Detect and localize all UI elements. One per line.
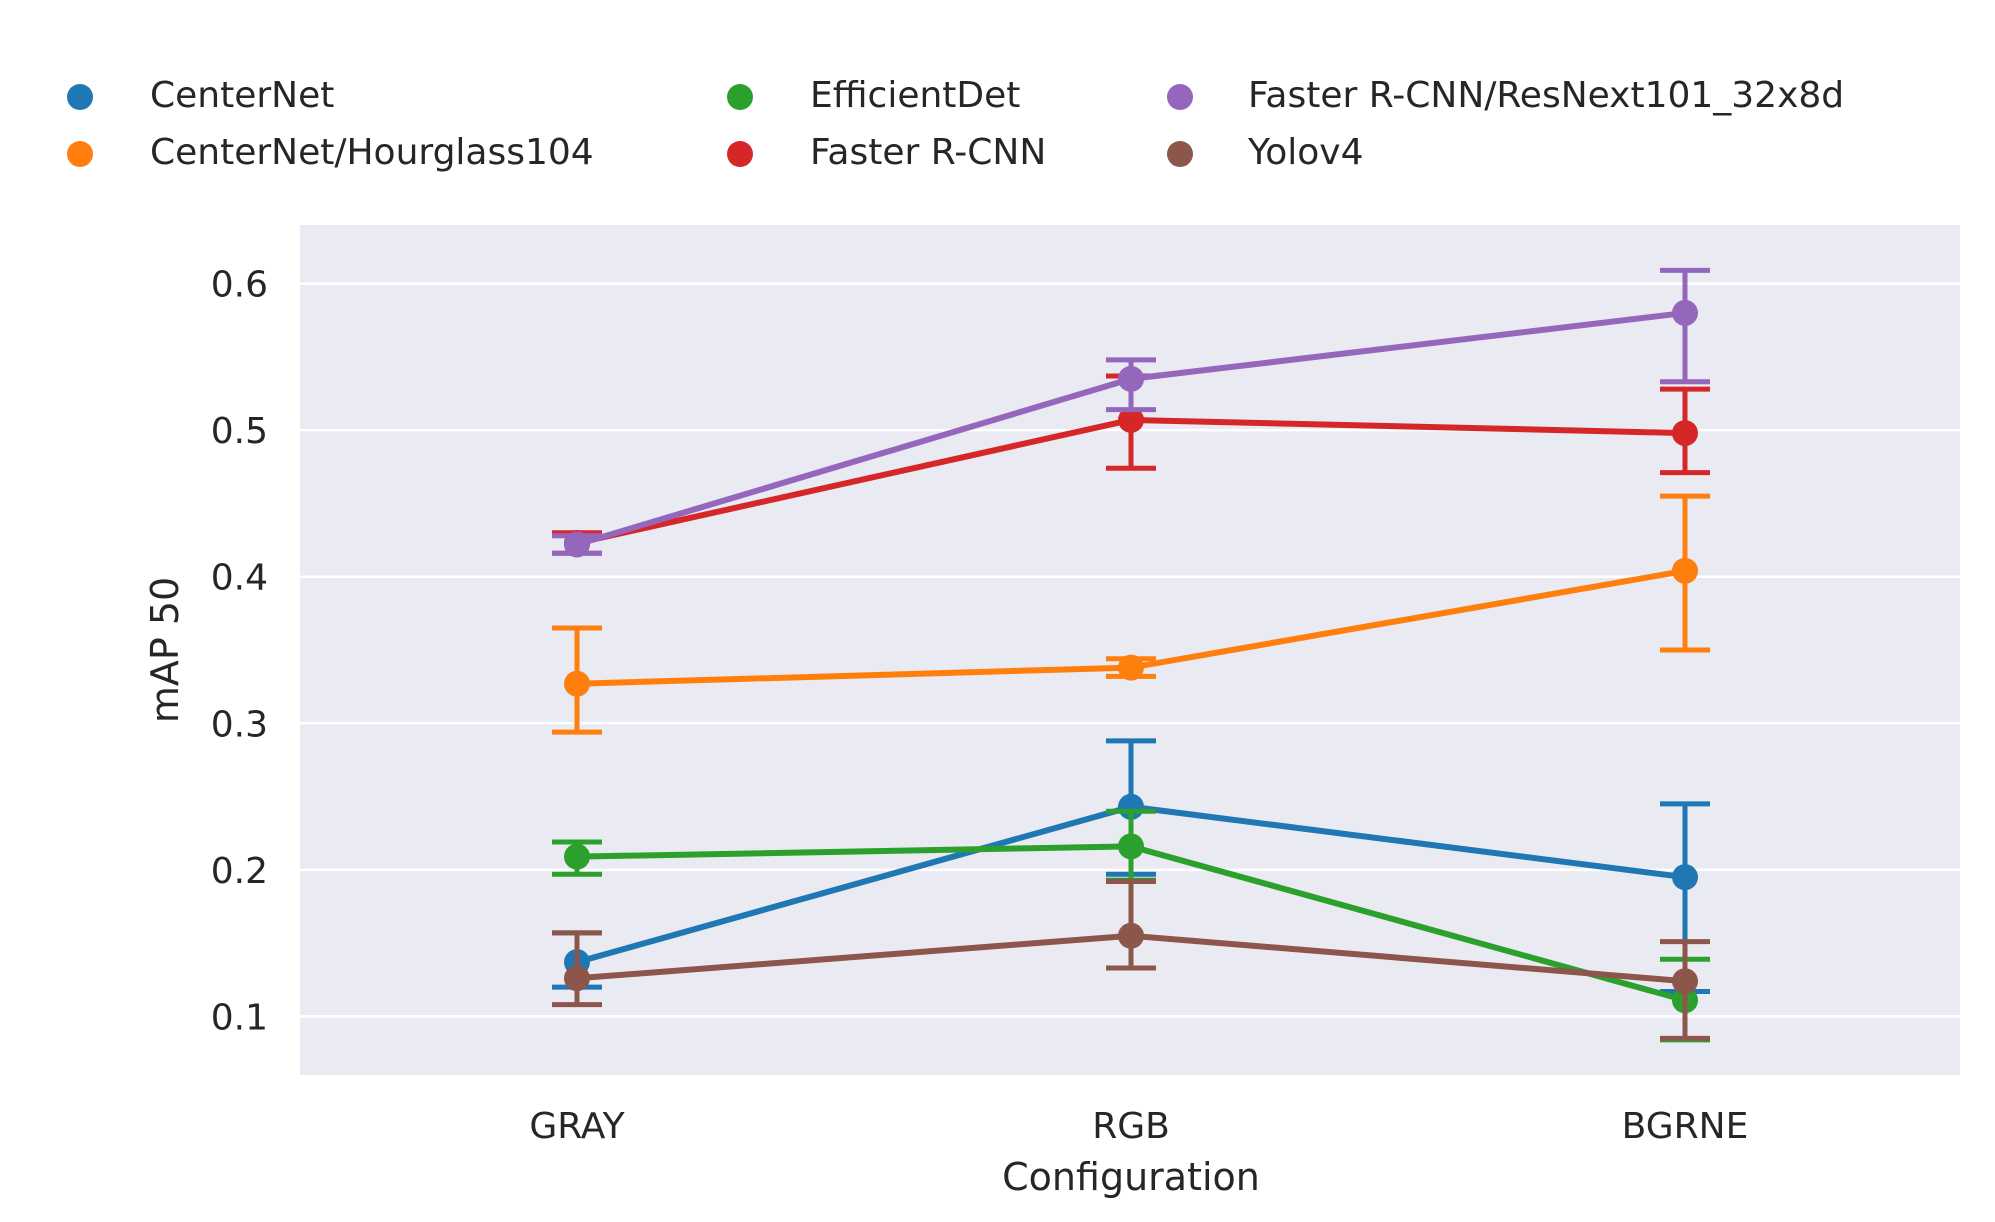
legend-label: CenterNet [150, 75, 334, 116]
y-tick-label: 0.1 [211, 997, 268, 1038]
data-point [1672, 557, 1698, 584]
legend-item: EfficientDet [727, 75, 1020, 116]
x-axis-title: Configuration [1002, 1155, 1260, 1199]
y-axis: 0.1 0.2 0.3 0.4 0.5 0.6 [211, 265, 268, 1039]
data-point [1672, 968, 1698, 995]
data-point [1118, 365, 1144, 392]
series [552, 879, 1710, 1041]
series-group [552, 267, 1710, 1043]
legend-item: Faster R-CNN [727, 132, 1046, 173]
legend-label: CenterNet/Hourglass104 [150, 132, 594, 173]
legend-marker [727, 84, 753, 110]
y-tick-label: 0.4 [211, 558, 268, 599]
legend-item: Faster R-CNN/ResNext101_32x8d [1167, 75, 1844, 116]
data-point [564, 670, 590, 697]
series [552, 493, 1710, 735]
data-point [1672, 299, 1698, 326]
legend-item: CenterNet [67, 75, 334, 116]
y-tick-label: 0.3 [211, 704, 268, 745]
x-tick-label: BGRNE [1622, 1106, 1749, 1147]
series [552, 267, 1710, 558]
x-tick-label: GRAY [529, 1106, 625, 1147]
legend-label: Faster R-CNN [810, 132, 1046, 173]
legend: CenterNet CenterNet/Hourglass104 Efficient… [67, 75, 1844, 173]
legend-item: Yolov4 [1167, 132, 1363, 173]
x-axis: GRAY RGB BGRNE [529, 1106, 1748, 1147]
data-point [1118, 833, 1144, 860]
data-point [1118, 922, 1144, 949]
legend-label: EfficientDet [810, 75, 1020, 116]
legend-label: Faster R-CNN/ResNext101_32x8d [1248, 75, 1844, 116]
data-point [1118, 406, 1144, 433]
y-tick-label: 0.5 [211, 411, 268, 452]
legend-marker [1167, 84, 1193, 110]
y-tick-label: 0.6 [211, 265, 268, 306]
legend-label: Yolov4 [1247, 132, 1363, 173]
y-tick-label: 0.2 [211, 851, 268, 892]
legend-marker [67, 141, 93, 167]
data-point [1672, 864, 1698, 891]
x-tick-label: RGB [1092, 1106, 1170, 1147]
legend-marker [67, 84, 93, 110]
data-point [564, 965, 590, 992]
data-point [1118, 654, 1144, 681]
y-axis-title: mAP 50 [143, 577, 187, 723]
legend-marker [1167, 141, 1193, 167]
data-point [564, 843, 590, 870]
data-point [564, 531, 590, 558]
data-point [1672, 420, 1698, 447]
legend-marker [727, 141, 753, 167]
legend-item: CenterNet/Hourglass104 [67, 132, 594, 173]
